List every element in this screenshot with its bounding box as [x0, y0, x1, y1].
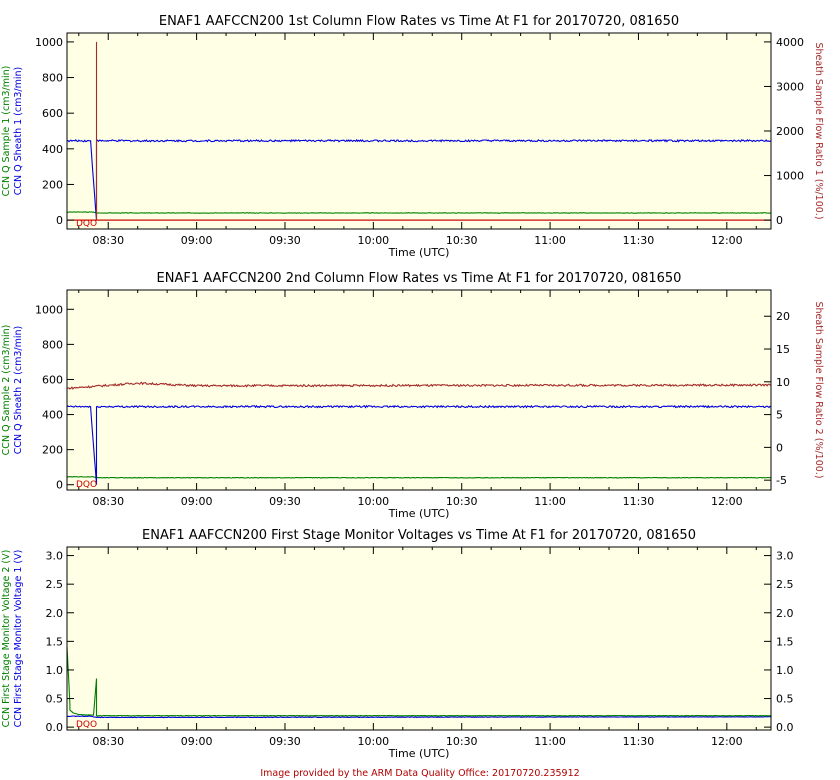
panel-3: DQO ENAF1 AAFCCN200 First Stage Monitor V… — [1, 528, 794, 760]
x-tick-label: 10:30 — [446, 495, 478, 508]
series-line-2 — [66, 381, 772, 390]
x-tick-label: 12:00 — [711, 735, 743, 748]
x-axis-label: Time (UTC) — [388, 246, 450, 259]
x-tick-label: 09:00 — [181, 234, 213, 247]
y-tick-label-left: 1.0 — [46, 664, 64, 677]
plot-area — [67, 290, 771, 490]
x-tick-label: 09:30 — [269, 495, 301, 508]
y-axis-label-left: CCN First Stage Monitor Voltage 1 (V) — [13, 550, 24, 728]
y-tick-label-left: 3.0 — [46, 550, 64, 563]
x-tick-label: 10:00 — [357, 735, 389, 748]
y-tick-label-right: 0.5 — [776, 693, 794, 706]
y-tick-label-left: 800 — [42, 338, 63, 351]
x-tick-label: 10:00 — [357, 234, 389, 247]
footer-credit: Image provided by the ARM Data Quality O… — [260, 768, 579, 779]
y-tick-label-right: 2000 — [776, 125, 804, 138]
y-tick-label-left: 2.0 — [46, 607, 64, 620]
plot-frame — [66, 289, 772, 491]
y-tick-label-right: 0.0 — [776, 721, 794, 734]
dqo-label: DQO — [76, 219, 97, 229]
y-tick-label-left: 200 — [42, 444, 63, 457]
chart-title: ENAF1 AAFCCN200 1st Column Flow Rates vs… — [159, 14, 679, 29]
dqo-label: DQO — [76, 720, 97, 730]
x-axis-label: Time (UTC) — [388, 747, 450, 760]
y-axis-label-left: CCN Q Sample 1 (cm3/min) — [1, 66, 12, 197]
y-tick-label-left: 0.0 — [46, 721, 64, 734]
x-tick-label: 12:00 — [711, 495, 743, 508]
x-tick-label: 11:30 — [623, 234, 655, 247]
series-line-1 — [66, 476, 771, 479]
plot-frame — [66, 546, 772, 731]
x-tick-label: 09:30 — [269, 735, 301, 748]
y-tick-label-right: 3000 — [776, 80, 804, 93]
y-tick-label-right: 10 — [776, 376, 790, 389]
y-tick-label-right: 1000 — [776, 170, 804, 183]
x-tick-label: 09:30 — [269, 234, 301, 247]
y-tick-label-left: 0.5 — [46, 693, 64, 706]
y-tick-label-right: 2.0 — [776, 607, 794, 620]
y-tick-label-left: 400 — [42, 409, 63, 422]
x-tick-label: 09:00 — [181, 495, 213, 508]
x-tick-label: 11:00 — [534, 495, 566, 508]
y-tick-label-right: 1.5 — [776, 635, 794, 648]
y-axis-label-left: CCN Q Sheath 1 (cm3/min) — [13, 67, 24, 196]
x-tick-label: 12:00 — [711, 234, 743, 247]
plot-area — [67, 547, 771, 730]
y-tick-label-right: -5 — [776, 474, 787, 487]
x-axis-label: Time (UTC) — [388, 507, 450, 520]
y-tick-label-left: 2.5 — [46, 578, 64, 591]
y-tick-label-right: 2.5 — [776, 578, 794, 591]
chart-title: ENAF1 AAFCCN200 2nd Column Flow Rates vs… — [157, 271, 682, 286]
y-tick-label-left: 0 — [56, 479, 63, 492]
series-line-3 — [66, 404, 772, 485]
y-tick-label-right: 20 — [776, 310, 790, 323]
series-line-1 — [66, 715, 772, 719]
x-tick-label: 11:30 — [623, 495, 655, 508]
panel-2: DQO ENAF1 AAFCCN200 2nd Column Flow Rates… — [1, 271, 824, 520]
x-tick-label: 09:00 — [181, 735, 213, 748]
y-tick-label-right: 0 — [776, 441, 783, 454]
y-tick-label-left: 0 — [56, 214, 63, 227]
y-tick-label-left: 600 — [42, 107, 63, 120]
dqo-label: DQO — [76, 480, 97, 490]
series-line-1 — [66, 211, 772, 214]
y-axis-label-left: CCN Q Sheath 2 (cm3/min) — [13, 326, 24, 455]
x-tick-label: 10:30 — [446, 234, 478, 247]
x-tick-label: 11:30 — [623, 735, 655, 748]
y-tick-label-left: 1000 — [35, 36, 63, 49]
y-tick-label-right: 3.0 — [776, 550, 794, 563]
y-axis-label-right: Sheath Sample Flow Ratio 1 (%/100.) — [813, 42, 824, 219]
x-tick-label: 08:30 — [92, 234, 124, 247]
chart-title: ENAF1 AAFCCN200 First Stage Monitor Volt… — [142, 528, 696, 543]
y-axis-label-left: CCN First Stage Monitor Voltage 2 (V) — [1, 550, 12, 728]
y-axis-label-left: CCN Q Sample 2 (cm3/min) — [1, 325, 12, 456]
x-tick-label: 08:30 — [92, 735, 124, 748]
y-tick-label-right: 5 — [776, 409, 783, 422]
y-tick-label-left: 200 — [42, 178, 63, 191]
series-line-2 — [66, 647, 771, 717]
y-tick-label-left: 1.5 — [46, 635, 64, 648]
y-tick-label-left: 600 — [42, 373, 63, 386]
x-tick-label: 11:00 — [534, 735, 566, 748]
y-tick-label-right: 0 — [776, 214, 783, 227]
x-tick-label: 11:00 — [534, 234, 566, 247]
y-tick-label-right: 15 — [776, 343, 790, 356]
x-tick-label: 08:30 — [92, 495, 124, 508]
y-tick-label-left: 800 — [42, 72, 63, 85]
x-tick-label: 10:30 — [446, 735, 478, 748]
x-tick-label: 10:00 — [357, 495, 389, 508]
y-tick-label-right: 1.0 — [776, 664, 794, 677]
y-tick-label-left: 400 — [42, 143, 63, 156]
y-tick-label-left: 1000 — [35, 303, 63, 316]
panel-1: DQO ENAF1 AAFCCN200 1st Column Flow Rates… — [1, 14, 824, 259]
plot-area — [67, 33, 771, 229]
y-tick-label-right: 4000 — [776, 36, 804, 49]
series-line-2 — [66, 138, 772, 221]
y-axis-label-right: Sheath Sample Flow Ratio 2 (%/100.) — [813, 301, 824, 478]
